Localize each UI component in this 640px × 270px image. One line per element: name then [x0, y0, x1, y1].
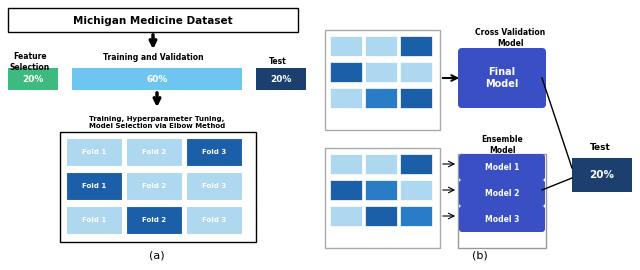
Text: Training, Hyperparameter Tuning,
Model Selection via Elbow Method: Training, Hyperparameter Tuning, Model S…: [89, 116, 225, 129]
FancyBboxPatch shape: [186, 206, 242, 234]
Text: Feature
Selection: Feature Selection: [10, 52, 50, 72]
Text: Fold 2: Fold 2: [142, 149, 166, 155]
Text: 20%: 20%: [22, 75, 44, 83]
FancyBboxPatch shape: [256, 68, 306, 90]
FancyBboxPatch shape: [126, 206, 182, 234]
FancyBboxPatch shape: [126, 172, 182, 200]
FancyBboxPatch shape: [572, 158, 632, 192]
Text: Model 2: Model 2: [485, 188, 519, 197]
Text: Final
Model: Final Model: [485, 67, 518, 89]
FancyBboxPatch shape: [66, 172, 122, 200]
Text: Fold 3: Fold 3: [202, 183, 226, 189]
Text: Michigan Medicine Dataset: Michigan Medicine Dataset: [73, 16, 233, 26]
FancyBboxPatch shape: [365, 206, 397, 226]
Text: Fold 2: Fold 2: [142, 217, 166, 223]
FancyBboxPatch shape: [459, 154, 545, 180]
FancyBboxPatch shape: [66, 138, 122, 166]
Text: Fold 1: Fold 1: [82, 217, 106, 223]
Text: Fold 1: Fold 1: [82, 149, 106, 155]
FancyBboxPatch shape: [126, 138, 182, 166]
Text: 60%: 60%: [147, 75, 168, 83]
FancyBboxPatch shape: [330, 36, 362, 56]
FancyBboxPatch shape: [365, 154, 397, 174]
FancyBboxPatch shape: [186, 138, 242, 166]
Text: 20%: 20%: [589, 170, 614, 180]
FancyBboxPatch shape: [325, 30, 440, 130]
FancyBboxPatch shape: [458, 48, 546, 108]
FancyBboxPatch shape: [400, 36, 432, 56]
Text: (a): (a): [149, 250, 165, 260]
FancyBboxPatch shape: [330, 62, 362, 82]
Text: Cross Validation
Model: Cross Validation Model: [475, 28, 545, 48]
FancyBboxPatch shape: [459, 180, 545, 206]
FancyBboxPatch shape: [459, 206, 545, 232]
FancyBboxPatch shape: [400, 154, 432, 174]
FancyBboxPatch shape: [365, 62, 397, 82]
Text: Training and Validation: Training and Validation: [102, 53, 204, 62]
FancyBboxPatch shape: [330, 180, 362, 200]
FancyBboxPatch shape: [400, 180, 432, 200]
FancyBboxPatch shape: [330, 206, 362, 226]
FancyBboxPatch shape: [400, 88, 432, 108]
Text: Test: Test: [589, 143, 611, 153]
FancyBboxPatch shape: [365, 88, 397, 108]
Text: Test: Test: [269, 58, 287, 66]
FancyBboxPatch shape: [330, 88, 362, 108]
Text: 20%: 20%: [270, 75, 292, 83]
Text: Fold 3: Fold 3: [202, 217, 226, 223]
Text: Model 1: Model 1: [485, 163, 519, 171]
Text: (b): (b): [472, 250, 488, 260]
Text: Model 3: Model 3: [485, 214, 519, 224]
Text: Fold 1: Fold 1: [82, 183, 106, 189]
FancyBboxPatch shape: [330, 154, 362, 174]
FancyBboxPatch shape: [72, 68, 242, 90]
FancyBboxPatch shape: [325, 148, 440, 248]
FancyBboxPatch shape: [66, 206, 122, 234]
FancyBboxPatch shape: [400, 206, 432, 226]
Text: Fold 3: Fold 3: [202, 149, 226, 155]
Text: Fold 2: Fold 2: [142, 183, 166, 189]
FancyBboxPatch shape: [8, 8, 298, 32]
FancyBboxPatch shape: [186, 172, 242, 200]
FancyBboxPatch shape: [365, 36, 397, 56]
FancyBboxPatch shape: [458, 154, 546, 248]
FancyBboxPatch shape: [365, 180, 397, 200]
Text: Ensemble
Model: Ensemble Model: [481, 135, 523, 155]
FancyBboxPatch shape: [400, 62, 432, 82]
FancyBboxPatch shape: [8, 68, 58, 90]
FancyBboxPatch shape: [60, 132, 256, 242]
